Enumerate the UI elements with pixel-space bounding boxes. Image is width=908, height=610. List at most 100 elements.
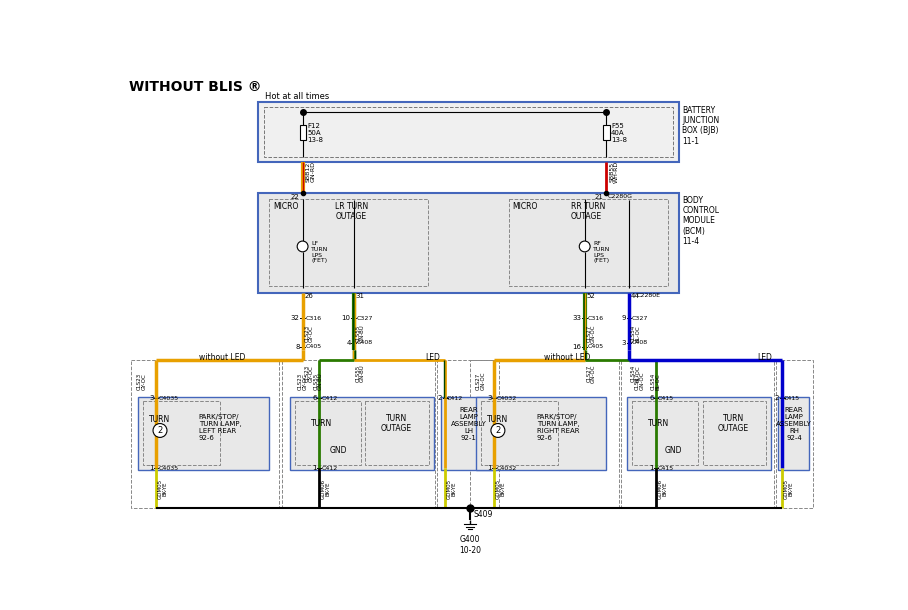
Bar <box>291 396 434 470</box>
Text: BK-YE: BK-YE <box>325 482 331 497</box>
Bar <box>438 361 499 508</box>
Circle shape <box>153 423 167 437</box>
Text: CLS23: CLS23 <box>305 365 310 382</box>
Text: GDM05: GDM05 <box>784 479 789 499</box>
Text: CLS27: CLS27 <box>476 373 481 390</box>
Text: 8: 8 <box>295 343 300 350</box>
Text: RF
TURN
LPS
(FET): RF TURN LPS (FET) <box>593 241 610 264</box>
Text: 6: 6 <box>312 395 317 401</box>
Bar <box>138 396 269 470</box>
Text: 3: 3 <box>621 340 626 346</box>
Text: BL-OC: BL-OC <box>635 365 640 382</box>
Text: BK-YE: BK-YE <box>500 482 505 497</box>
Bar <box>470 361 618 508</box>
Text: 2: 2 <box>157 426 163 435</box>
Text: 4: 4 <box>346 340 350 346</box>
Text: TURN: TURN <box>647 419 669 428</box>
Text: PARK/STOP/
TURN LAMP,
RIGHT REAR
92-6: PARK/STOP/ TURN LAMP, RIGHT REAR 92-6 <box>537 414 579 441</box>
Text: C415: C415 <box>784 396 800 401</box>
Bar <box>621 361 774 508</box>
Text: C2280E: C2280E <box>637 293 661 298</box>
Text: GN-BU: GN-BU <box>318 372 323 390</box>
Text: BK-YE: BK-YE <box>451 482 457 497</box>
Bar <box>365 401 429 465</box>
Text: without LED: without LED <box>199 353 245 362</box>
Text: REAR
LAMP
ASSEMBLY
LH
92-1: REAR LAMP ASSEMBLY LH 92-1 <box>450 406 487 440</box>
Text: F55
40A
13-8: F55 40A 13-8 <box>611 123 627 143</box>
Text: REAR
LAMP
ASSEMBLY
RH
92-4: REAR LAMP ASSEMBLY RH 92-4 <box>776 406 812 440</box>
Bar <box>440 396 497 470</box>
Text: CLS23: CLS23 <box>137 373 142 390</box>
Text: 2: 2 <box>775 395 779 401</box>
Text: GN-OC: GN-OC <box>591 324 596 343</box>
Text: 1: 1 <box>149 465 153 471</box>
Text: 2: 2 <box>438 395 442 401</box>
Text: TURN
OUTAGE: TURN OUTAGE <box>718 414 749 433</box>
Text: WH-RD: WH-RD <box>614 160 619 183</box>
Text: 3: 3 <box>149 395 153 401</box>
Bar <box>300 125 306 140</box>
Bar <box>776 361 814 508</box>
Text: C316: C316 <box>587 315 604 321</box>
Text: C4035: C4035 <box>159 465 179 471</box>
Text: C405: C405 <box>306 344 321 349</box>
Text: C4032: C4032 <box>497 465 517 471</box>
Text: 16: 16 <box>573 343 582 350</box>
Text: MICRO: MICRO <box>513 202 538 211</box>
Text: 32: 32 <box>291 315 300 321</box>
Text: PARK/STOP/
TURN LAMP,
LEFT REAR
92-6: PARK/STOP/ TURN LAMP, LEFT REAR 92-6 <box>199 414 242 441</box>
Text: 31: 31 <box>355 293 364 300</box>
Text: LED: LED <box>757 353 772 362</box>
Circle shape <box>491 423 505 437</box>
Text: CLS23: CLS23 <box>305 325 310 342</box>
Text: GDM06: GDM06 <box>321 479 325 499</box>
Text: 10: 10 <box>341 315 350 321</box>
Text: C327: C327 <box>632 315 648 321</box>
Text: LF
TURN
LPS
(FET): LF TURN LPS (FET) <box>311 241 329 264</box>
Text: WITHOUT BLIS ®: WITHOUT BLIS ® <box>129 80 262 94</box>
Text: CLS55: CLS55 <box>356 365 361 382</box>
Text: C327: C327 <box>357 315 373 321</box>
Text: GN-OC: GN-OC <box>640 372 645 390</box>
Bar <box>270 199 429 287</box>
Text: GY-OC: GY-OC <box>309 325 314 342</box>
Text: C408: C408 <box>357 340 373 345</box>
Text: LR TURN
OUTAGE: LR TURN OUTAGE <box>335 202 369 221</box>
Text: S409: S409 <box>473 510 492 518</box>
Text: C408: C408 <box>632 340 648 345</box>
Bar <box>632 401 698 465</box>
Text: 9: 9 <box>621 315 626 321</box>
Text: GN-OC: GN-OC <box>481 372 486 390</box>
Text: BK-YE: BK-YE <box>788 482 794 497</box>
Text: CLS55: CLS55 <box>313 373 319 390</box>
Text: BK-YE: BK-YE <box>163 482 167 497</box>
Text: MICRO: MICRO <box>273 202 299 211</box>
Text: GN-BU: GN-BU <box>360 325 365 342</box>
Text: 52: 52 <box>587 293 595 300</box>
Bar <box>627 396 771 470</box>
Bar <box>264 107 673 157</box>
Text: GN-OC: GN-OC <box>591 364 596 382</box>
Text: 44: 44 <box>630 293 639 300</box>
Text: GDM05: GDM05 <box>496 479 500 499</box>
Text: Hot at all times: Hot at all times <box>265 92 330 101</box>
Bar <box>295 401 360 465</box>
Text: BL-OC: BL-OC <box>635 325 640 342</box>
Bar <box>703 401 766 465</box>
Bar <box>143 401 221 465</box>
Text: GDM05: GDM05 <box>447 479 452 499</box>
Text: 26: 26 <box>304 293 313 300</box>
Bar <box>131 361 280 508</box>
Text: C412: C412 <box>321 465 338 471</box>
Text: GY-OC: GY-OC <box>309 365 314 382</box>
Text: 6: 6 <box>649 395 654 401</box>
Text: GY-OC: GY-OC <box>302 373 308 390</box>
Text: LED: LED <box>425 353 440 362</box>
Text: C415: C415 <box>657 396 674 401</box>
Text: 33: 33 <box>573 315 582 321</box>
Text: C415: C415 <box>657 465 674 471</box>
Text: TURN: TURN <box>150 415 171 424</box>
Text: CLS27: CLS27 <box>635 373 640 390</box>
Text: SBB55: SBB55 <box>609 162 615 182</box>
Text: 3: 3 <box>488 395 492 401</box>
